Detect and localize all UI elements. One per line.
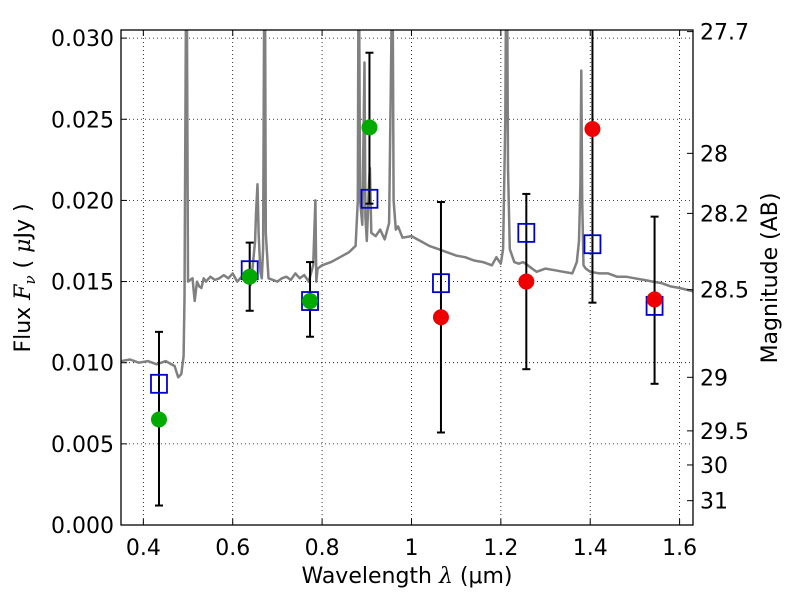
spectrum-line xyxy=(121,30,693,379)
x-tick-label: 0.8 xyxy=(305,536,340,561)
model-box xyxy=(360,188,379,209)
y2-tick-label: 28.2 xyxy=(700,202,749,227)
y2-tick-label: 30 xyxy=(700,454,728,479)
y2-tick-label: 31 xyxy=(700,490,728,515)
plot-frame xyxy=(120,29,694,526)
measurement-layer xyxy=(150,119,663,428)
measurement-point xyxy=(150,411,167,428)
y2-tick-label: 29.5 xyxy=(700,420,749,445)
model-box xyxy=(583,234,602,255)
model-box xyxy=(432,273,450,294)
y2-tick-label: 28 xyxy=(700,142,728,167)
y-axis-title: Flux Fν ( μJy ) xyxy=(11,203,39,352)
y2-tick-label: 29 xyxy=(700,366,728,391)
y2-tick-label: 28.5 xyxy=(700,279,749,304)
measurement-point xyxy=(302,293,319,310)
measurement-point xyxy=(518,273,535,290)
y-tick-label: 0.000 xyxy=(51,514,114,539)
measurement-point xyxy=(646,291,663,308)
model-box xyxy=(517,222,536,243)
spectrum-layer xyxy=(121,30,693,379)
y2-axis-title: Magnitude (AB) xyxy=(758,193,783,364)
x-tick-label: 0.4 xyxy=(126,536,161,561)
y-tick-label: 0.015 xyxy=(51,271,114,296)
x-tick-label: 1 xyxy=(404,536,418,561)
x-tick-label: 1.4 xyxy=(573,536,608,561)
y-tick-label: 0.010 xyxy=(51,352,114,377)
x-tick-label: 1.2 xyxy=(483,536,518,561)
model-box xyxy=(150,373,168,394)
measurement-point xyxy=(584,121,601,137)
y-tick-label: 0.025 xyxy=(51,108,114,133)
x-axis-title: Wavelength λ (μm) xyxy=(301,564,512,589)
x-tick-label: 1.6 xyxy=(662,536,697,561)
axis-ticks: 0.4 0.6 0.8 1 1.2 1.4 1.6 0.000 0.005 0.010 0.015 0… xyxy=(51,21,749,561)
measurement-point xyxy=(241,268,258,285)
measurement-point xyxy=(432,309,449,326)
measurement-point xyxy=(361,119,378,136)
y-tick-label: 0.030 xyxy=(51,27,114,52)
y-tick-label: 0.005 xyxy=(51,433,114,458)
x-tick-label: 0.6 xyxy=(215,536,250,561)
y-tick-label: 0.020 xyxy=(51,189,114,214)
y2-tick-label: 27.7 xyxy=(700,21,749,46)
